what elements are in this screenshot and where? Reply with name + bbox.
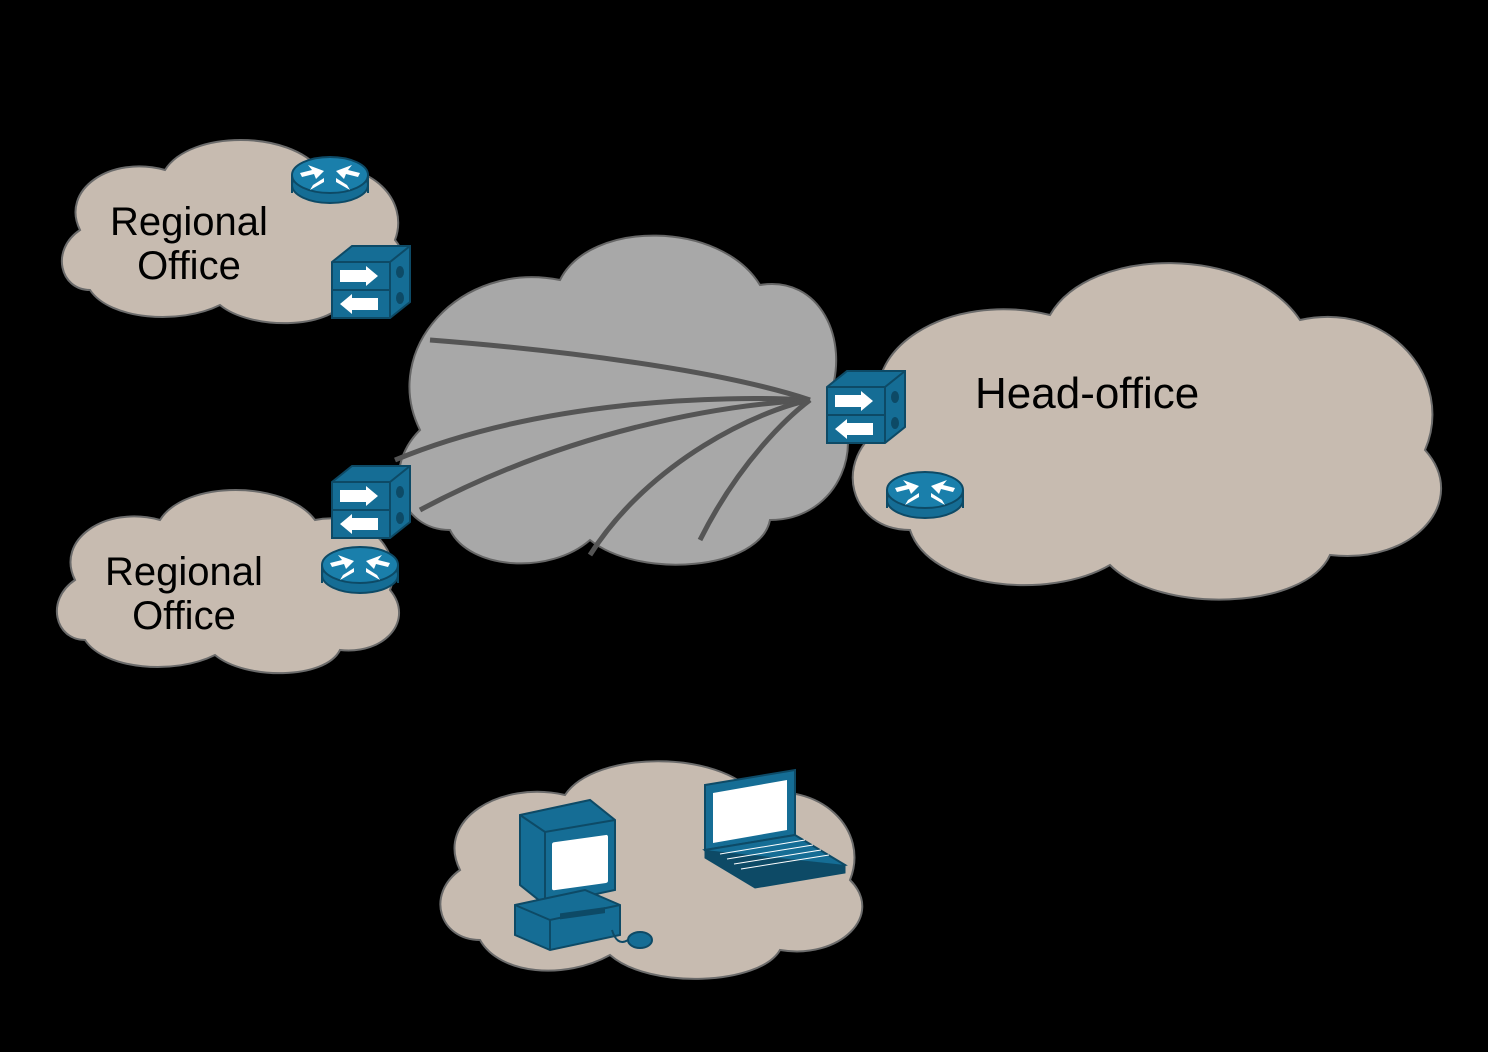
router-icon (292, 157, 368, 203)
label-text: RegionalOffice (110, 200, 268, 288)
label-text: Head-office (975, 369, 1199, 418)
cloud-head-office (853, 263, 1441, 599)
switch-icon (332, 246, 410, 318)
network-diagram (0, 0, 1488, 1052)
label-regional-1: RegionalOffice (110, 200, 268, 288)
label-regional-2: RegionalOffice (105, 550, 263, 638)
router-icon (887, 472, 963, 518)
label-text: RegionalOffice (105, 550, 263, 638)
cloud-internet (395, 236, 848, 565)
router-icon (322, 547, 398, 593)
switch-icon (827, 371, 905, 443)
label-head-office: Head-office (975, 370, 1199, 418)
switch-icon (332, 466, 410, 538)
